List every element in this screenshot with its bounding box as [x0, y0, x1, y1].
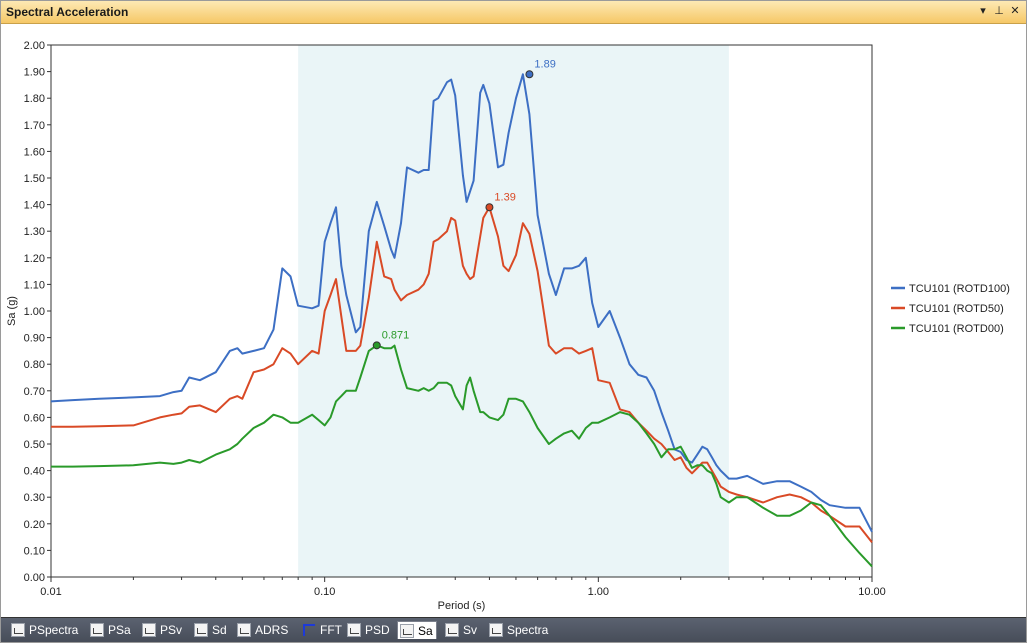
peak-label: 1.39 [494, 191, 515, 203]
y-tick-label: 0.40 [24, 466, 45, 478]
window-title: Spectral Acceleration [6, 5, 129, 19]
y-tick-label: 1.30 [24, 226, 45, 238]
y-tick-label: 0.30 [24, 492, 45, 504]
y-axis-label: Sa (g) [6, 296, 18, 326]
tab-label: Sv [463, 623, 478, 637]
tab-pspectra[interactable]: PSpectra [9, 621, 81, 639]
x-axis-label: Period (s) [438, 600, 486, 612]
chart-tab-bar: PSpectra PSa PSv Sd ADRS FFT PSD Sa Sv Spectra [1, 617, 1026, 642]
spectral-acceleration-chart: 0.00 0.10 0.20 0.30 0.40 0.50 0.60 0.70 0.80 0.90… [6, 40, 1010, 612]
tab-psv[interactable]: PSv [140, 621, 185, 639]
tab-label: PSa [108, 623, 131, 637]
tab-fft[interactable]: FFT [300, 621, 345, 639]
x-tick-label: 0.10 [314, 586, 335, 598]
peak-label: 1.89 [534, 58, 555, 70]
legend-entry: TCU101 (ROTD00) [909, 323, 1004, 335]
y-tick-label: 1.50 [24, 173, 45, 185]
spectra-icon [11, 623, 25, 637]
legend-entry: TCU101 (ROTD50) [909, 303, 1004, 315]
highlight-band [298, 45, 729, 577]
y-tick-label: 2.00 [24, 40, 45, 52]
tab-label: PSv [160, 623, 183, 637]
y-tick-label: 1.00 [24, 306, 45, 318]
tab-label: PSpectra [29, 623, 79, 637]
x-tick-label: 10.00 [858, 586, 886, 598]
x-tick-label: 1.00 [588, 586, 609, 598]
spectra-icon [489, 623, 503, 637]
peak-marker [525, 70, 534, 79]
tab-sa[interactable]: Sa [397, 621, 437, 639]
tab-spectra[interactable]: Spectra [487, 621, 551, 639]
tab-label: Sa [418, 623, 433, 638]
tab-label: Sd [212, 623, 227, 637]
y-tick-label: 0.80 [24, 359, 45, 371]
y-tick-label: 0.50 [24, 439, 45, 451]
tab-label: FFT [320, 623, 342, 637]
psd-icon [347, 623, 361, 637]
sd-icon [194, 623, 208, 637]
series-line-1 [51, 206, 873, 544]
y-tick-label: 0.00 [24, 572, 45, 584]
sv-icon [445, 623, 459, 637]
close-icon[interactable]: ✕ [1010, 5, 1020, 17]
y-tick-label: 1.70 [24, 120, 45, 132]
y-tick-label: 0.20 [24, 519, 45, 531]
tab-sv[interactable]: Sv [443, 621, 480, 639]
tab-label: Spectra [507, 623, 549, 637]
dropdown-icon[interactable]: ▾ [980, 5, 986, 17]
y-tick-label: 1.60 [24, 146, 45, 158]
tab-label: PSD [365, 623, 390, 637]
tab-adrs[interactable]: ADRS [235, 621, 291, 639]
y-tick-label: 0.60 [24, 412, 45, 424]
tab-label: ADRS [255, 623, 289, 637]
tab-psa[interactable]: PSa [88, 621, 134, 639]
y-tick-label: 1.20 [24, 253, 45, 265]
tab-sd[interactable]: Sd [192, 621, 230, 639]
y-tick-label: 1.10 [24, 279, 45, 291]
sa-icon [400, 623, 414, 638]
peak-marker [372, 341, 381, 350]
psa-icon [90, 623, 104, 637]
legend-entry: TCU101 (ROTD100) [909, 283, 1010, 295]
series-line-0 [50, 73, 873, 533]
peak-label: 0.871 [382, 329, 410, 341]
series-line-2 [51, 344, 873, 568]
y-tick-label: 1.40 [24, 200, 45, 212]
adrs-icon [237, 623, 251, 637]
y-tick-label: 0.10 [24, 545, 45, 557]
psv-icon [142, 623, 156, 637]
y-tick-label: 1.80 [24, 93, 45, 105]
pin-icon[interactable]: ⊥ [994, 5, 1004, 17]
x-tick-label: 0.01 [40, 586, 61, 598]
fft-icon [302, 623, 316, 637]
y-tick-label: 1.90 [24, 67, 45, 79]
peak-marker [485, 203, 494, 212]
tab-psd[interactable]: PSD [345, 621, 393, 639]
y-tick-label: 0.90 [24, 333, 45, 345]
y-tick-label: 0.70 [24, 386, 45, 398]
title-bar: Spectral Acceleration ▾ ⊥ ✕ [1, 1, 1026, 24]
